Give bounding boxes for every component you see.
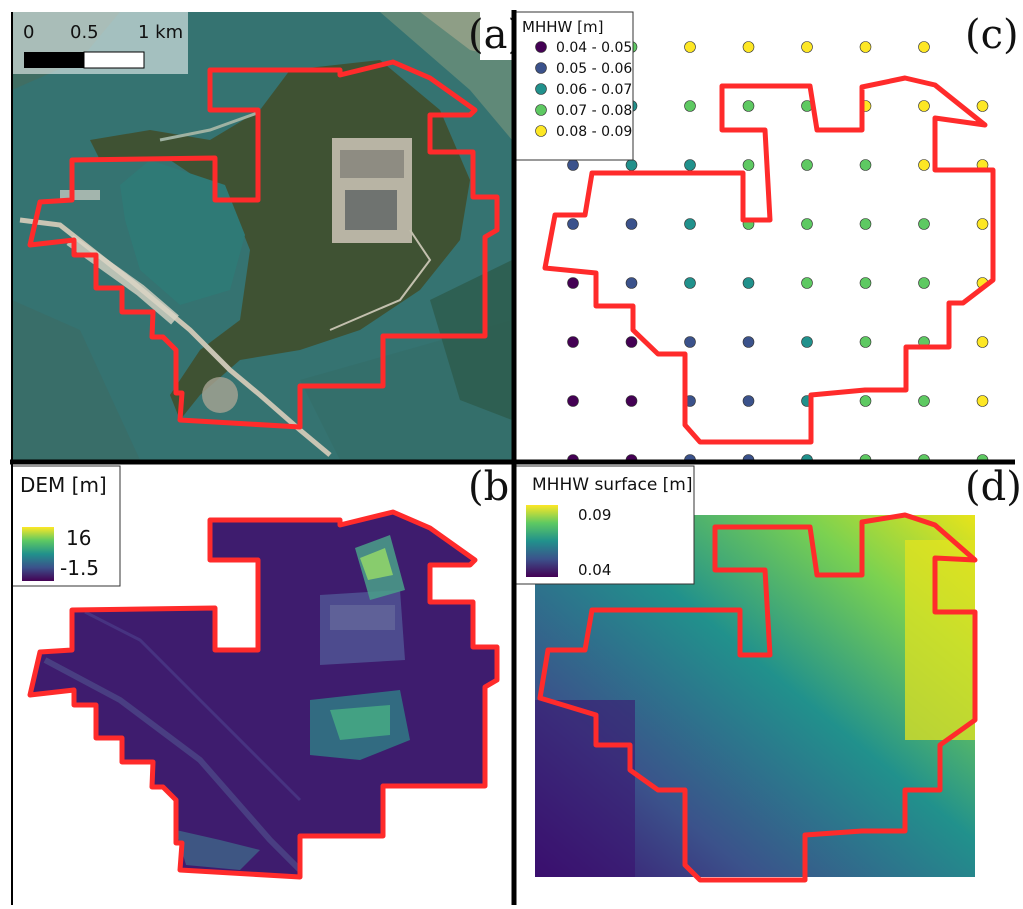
mhhw-sample-point (918, 218, 930, 230)
mhhw-sample-point (684, 100, 696, 112)
mhhw-sample-point (684, 336, 696, 348)
mhhw-sample-point (567, 218, 579, 230)
mhhw-sample-point (625, 395, 638, 407)
dem-legend-max: 16 (66, 526, 91, 550)
mhhw-sample-point (742, 336, 755, 348)
mhhw-surface-legend-min: 0.04 (578, 561, 611, 579)
mhhw-sample-point (859, 41, 872, 53)
legend-label-2: 0.06 - 0.07 (556, 82, 632, 98)
mhhw-sample-point (684, 277, 696, 289)
mhhw-sample-point (859, 277, 872, 289)
legend-label-0: 0.04 - 0.05 (556, 40, 632, 56)
mhhw-sample-point (859, 336, 872, 348)
panel-b-dem-map: DEM [m] 16 -1.5 (b) (11, 463, 525, 903)
mhhw-points-legend: MHHW [m] 0.04 - 0.05 0.05 - 0.06 0.06 - 0.… (515, 11, 634, 161)
mhhw-sample-point (625, 336, 638, 348)
mhhw-sample-point (918, 277, 930, 289)
panel-letter-c: (c) (965, 12, 1019, 58)
legend-swatch-3 (535, 104, 547, 116)
legend-swatch-2 (535, 83, 547, 95)
mhhw-sample-point (801, 41, 813, 53)
mhhw-sample-point (918, 100, 930, 112)
legend-label-3: 0.07 - 0.08 (556, 103, 632, 119)
study-area-boundary-b (27, 509, 500, 880)
mhhw-sample-point (976, 395, 989, 407)
mhhw-sample-point (801, 159, 813, 171)
mhhw-sample-point (625, 277, 638, 289)
mhhw-sample-point (918, 159, 930, 171)
mhhw-sample-point (567, 159, 579, 171)
legend-swatch-1 (535, 62, 547, 74)
scalebar-tick-05: 0.5 (70, 22, 99, 43)
mhhw-sample-point (976, 336, 989, 348)
panel-c-mhhw-points: MHHW [m] 0.04 - 0.05 0.05 - 0.06 0.06 - 0.… (515, 11, 1019, 466)
mhhw-surface-legend: MHHW surface [m] 0.09 0.04 (515, 465, 695, 585)
mhhw-sample-point (918, 395, 930, 407)
legend-swatch-0 (535, 41, 547, 53)
mhhw-sample-point (859, 159, 872, 171)
mhhw-sample-point (625, 159, 638, 171)
mhhw-sample-point (742, 41, 755, 53)
mhhw-sample-point (742, 100, 755, 112)
dem-legend-min: -1.5 (60, 556, 99, 580)
study-area-boundary-c (542, 75, 996, 445)
legend-swatch-4 (535, 125, 547, 137)
mhhw-sample-point (918, 41, 930, 53)
mhhw-sample-point (625, 218, 638, 230)
scalebar-tick-0: 0 (23, 22, 34, 43)
mhhw-sample-point (859, 395, 872, 407)
scalebar-black-segment (24, 52, 84, 68)
mhhw-sample-point (801, 218, 813, 230)
mhhw-sample-point (567, 395, 579, 407)
mhhw-sample-point (567, 336, 579, 348)
scalebar-tick-1km: 1 km (138, 22, 183, 43)
legend-label-4: 0.08 - 0.09 (556, 124, 632, 140)
legend-label-1: 0.05 - 0.06 (556, 61, 632, 77)
scalebar: 0 0.5 1 km (12, 12, 188, 74)
mhhw-sample-point (742, 277, 755, 289)
mhhw-sample-point (742, 159, 755, 171)
mhhw-points-legend-title: MHHW [m] (522, 18, 603, 36)
scalebar-white-segment (83, 51, 145, 69)
mhhw-surface-legend-title: MHHW surface [m] (532, 475, 693, 495)
panel-a-aerial-map: 0 0.5 1 km (a) (12, 12, 523, 460)
mhhw-sample-point (742, 395, 755, 407)
mhhw-surface-colorbar (526, 505, 558, 577)
study-area-boundary-d (537, 512, 978, 883)
mhhw-sample-point (567, 277, 579, 289)
mhhw-sample-point (976, 100, 989, 112)
mhhw-sample-point (684, 41, 696, 53)
study-area-boundary-a (27, 59, 500, 430)
mhhw-sample-point (684, 218, 696, 230)
dem-colorbar (22, 527, 54, 581)
mhhw-sample-point (976, 218, 989, 230)
dem-legend: DEM [m] 16 -1.5 (11, 465, 121, 587)
panel-d-mhhw-surface: MHHW surface [m] 0.09 0.04 (d) (515, 463, 1022, 903)
mhhw-surface-legend-max: 0.09 (578, 506, 611, 524)
mhhw-sample-point (801, 336, 813, 348)
mhhw-sample-point (859, 218, 872, 230)
dem-legend-title: DEM [m] (20, 473, 107, 497)
mhhw-sample-point (684, 159, 696, 171)
mhhw-sample-point (801, 277, 813, 289)
panel-letter-d: (d) (965, 464, 1022, 510)
